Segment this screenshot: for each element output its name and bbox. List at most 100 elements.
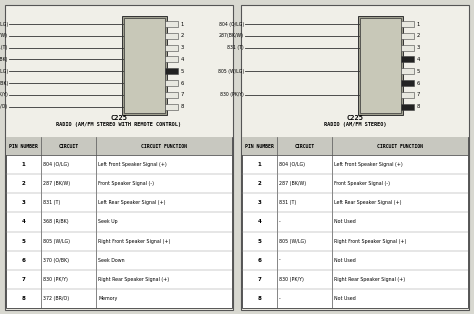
Text: -: -	[279, 258, 281, 263]
Bar	[164, 45, 178, 51]
Text: CIRCUIT FUNCTION: CIRCUIT FUNCTION	[141, 143, 187, 149]
Text: 5: 5	[181, 69, 184, 74]
Text: 1: 1	[22, 162, 26, 167]
Text: 6: 6	[257, 258, 262, 263]
Bar	[164, 92, 178, 98]
Text: 5: 5	[417, 69, 420, 74]
Bar	[401, 104, 414, 110]
Text: 368 (R/BK): 368 (R/BK)	[43, 219, 69, 225]
Text: 4: 4	[417, 57, 420, 62]
Text: Left Front Speaker Signal (+): Left Front Speaker Signal (+)	[99, 162, 167, 167]
Text: 7: 7	[257, 277, 262, 282]
Text: RADIO (AM/FM STEREO WITH REMOTE CONTROL): RADIO (AM/FM STEREO WITH REMOTE CONTROL)	[56, 122, 182, 127]
Text: C225: C225	[346, 115, 364, 121]
Text: Front Speaker Signal (-): Front Speaker Signal (-)	[334, 181, 391, 186]
Bar	[124, 18, 164, 112]
Bar	[164, 56, 178, 62]
Text: 370 (O/BK): 370 (O/BK)	[0, 80, 8, 85]
Text: 830 (PK/Y): 830 (PK/Y)	[43, 277, 68, 282]
Text: 2: 2	[258, 181, 261, 186]
Bar	[357, 16, 402, 115]
Text: 6: 6	[417, 80, 420, 85]
Text: C225: C225	[110, 115, 128, 121]
Text: 804 (O/LG): 804 (O/LG)	[43, 162, 69, 167]
Bar	[164, 80, 178, 86]
Text: 7: 7	[181, 92, 184, 97]
Text: 831(T): 831(T)	[0, 45, 8, 50]
Text: 3: 3	[417, 45, 420, 50]
Text: 5: 5	[22, 239, 26, 244]
Text: 831 (T): 831 (T)	[43, 200, 60, 205]
Text: Left Rear Speaker Signal (+): Left Rear Speaker Signal (+)	[334, 200, 402, 205]
Text: 2: 2	[181, 33, 184, 38]
Text: RADIO (AM/FM STEREO): RADIO (AM/FM STEREO)	[324, 122, 386, 127]
Text: -: -	[279, 296, 281, 301]
Text: Front Speaker Signal (-): Front Speaker Signal (-)	[99, 181, 155, 186]
Text: 830 (PK/Y): 830 (PK/Y)	[0, 92, 8, 97]
Text: 805 (W/LG): 805 (W/LG)	[0, 69, 8, 74]
Text: Memory: Memory	[99, 296, 118, 301]
Text: Seek Down: Seek Down	[99, 258, 125, 263]
Text: 830 (PK/Y): 830 (PK/Y)	[220, 92, 244, 97]
Bar	[401, 56, 414, 62]
Bar	[401, 80, 414, 86]
Text: Right Front Speaker Signal (+): Right Front Speaker Signal (+)	[334, 239, 407, 244]
Text: CIRCUIT: CIRCUIT	[59, 143, 79, 149]
Text: 831 (T): 831 (T)	[227, 45, 244, 50]
Text: 287 (BK/W): 287 (BK/W)	[43, 181, 70, 186]
Bar	[401, 45, 414, 51]
Bar	[6, 137, 232, 155]
Bar	[164, 104, 178, 110]
Bar	[360, 18, 401, 112]
Text: 3: 3	[257, 200, 262, 205]
Bar	[241, 5, 469, 310]
Bar	[6, 137, 232, 308]
Text: Left Front Speaker Signal (+): Left Front Speaker Signal (+)	[334, 162, 403, 167]
Text: -: -	[279, 219, 281, 225]
Text: Not Used: Not Used	[334, 258, 356, 263]
Text: CIRCUIT FUNCTION: CIRCUIT FUNCTION	[377, 143, 423, 149]
Text: CIRCUIT: CIRCUIT	[295, 143, 315, 149]
Text: Not Used: Not Used	[334, 219, 356, 225]
Bar	[401, 21, 414, 27]
Text: Seek Up: Seek Up	[99, 219, 118, 225]
Text: 804 (O/LG): 804 (O/LG)	[0, 22, 8, 26]
Bar	[401, 92, 414, 98]
Text: 830 (PK/Y): 830 (PK/Y)	[279, 277, 304, 282]
Text: 7: 7	[417, 92, 420, 97]
Text: 4: 4	[181, 57, 184, 62]
Text: 3: 3	[22, 200, 26, 205]
Text: 831 (T): 831 (T)	[279, 200, 296, 205]
Text: Left Rear Speaker Signal (+): Left Rear Speaker Signal (+)	[99, 200, 166, 205]
Text: 1: 1	[181, 22, 184, 26]
Text: 2: 2	[417, 33, 420, 38]
Text: 3: 3	[181, 45, 184, 50]
Text: 370 (O/BK): 370 (O/BK)	[43, 258, 69, 263]
Bar	[164, 68, 178, 74]
Text: Not Used: Not Used	[334, 296, 356, 301]
Text: Right Front Speaker Signal (+): Right Front Speaker Signal (+)	[99, 239, 171, 244]
Text: 372(BR/O): 372(BR/O)	[0, 104, 8, 109]
Bar	[164, 21, 178, 27]
Text: 805 (W/LG): 805 (W/LG)	[43, 239, 70, 244]
Text: 7: 7	[22, 277, 26, 282]
Text: 4: 4	[257, 219, 262, 225]
Text: 804 (O/LG): 804 (O/LG)	[279, 162, 305, 167]
Bar	[242, 137, 468, 155]
Text: 8: 8	[257, 296, 262, 301]
Text: 1: 1	[258, 162, 261, 167]
Text: 368(R/BK): 368(R/BK)	[0, 57, 8, 62]
Bar	[164, 33, 178, 39]
Text: 8: 8	[181, 104, 184, 109]
Text: Right Rear Speaker Signal (+): Right Rear Speaker Signal (+)	[99, 277, 170, 282]
Text: PIN NUMBER: PIN NUMBER	[245, 143, 274, 149]
Text: Right Rear Speaker Signal (+): Right Rear Speaker Signal (+)	[334, 277, 406, 282]
Text: 6: 6	[22, 258, 26, 263]
Text: 8: 8	[417, 104, 420, 109]
Text: 8: 8	[22, 296, 26, 301]
Text: 287 (BK/W): 287 (BK/W)	[279, 181, 306, 186]
Text: 287(BK/W): 287(BK/W)	[219, 33, 244, 38]
Text: 805 (W/LG): 805 (W/LG)	[279, 239, 306, 244]
Text: 2: 2	[22, 181, 26, 186]
Text: 5: 5	[257, 239, 262, 244]
